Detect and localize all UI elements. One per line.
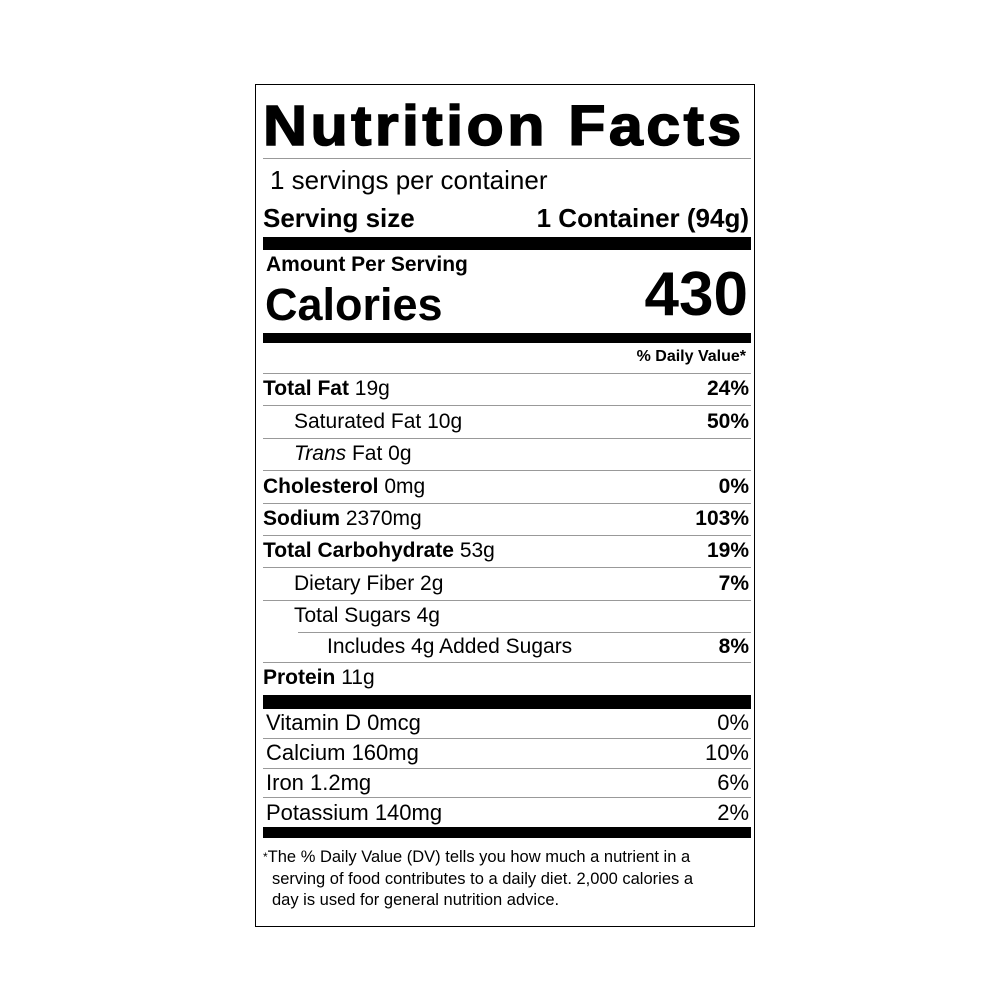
nutrition-facts-label: Nutrition Facts 1 servings per container…: [255, 84, 755, 927]
divider: [263, 567, 751, 568]
nutrients-8-name: Includes 4g Added Sugars: [327, 635, 573, 658]
nutrients-1-dv: 50%: [706, 410, 749, 433]
vitamins-3-name: Potassium 140mg: [266, 800, 443, 825]
divider: [263, 738, 751, 739]
nutrients-4-amount: 2370mg: [345, 507, 422, 530]
nutrients-6-dv: 7%: [718, 572, 749, 595]
vitamin-row-calcium: Calcium 160mg 10%: [266, 738, 749, 768]
nutrients-2-name-rest: Fat: [351, 442, 383, 465]
vitamins-2-dv: 6%: [717, 770, 749, 795]
vitamins-1-name: Calcium 160mg: [266, 740, 419, 765]
daily-value-header: % Daily Value*: [636, 348, 746, 365]
nutrients-0-name: Total Fat: [263, 377, 349, 400]
nutrients-5-name: Total Carbohydrate: [263, 539, 454, 562]
calories-label: Calories: [265, 279, 443, 330]
nutrients-5-dv: 19%: [706, 539, 749, 562]
nutrient-row-added-sugars: Includes 4g Added Sugars 8%: [327, 632, 749, 662]
vitamins-0-dv: 0%: [717, 710, 749, 735]
nutrients-7-amount: 4g: [416, 604, 440, 627]
divider: [263, 535, 751, 536]
footnote-star: *: [263, 850, 268, 864]
vitamins-0-name: Vitamin D 0mcg: [266, 710, 421, 735]
nutrient-row-total-fat: Total Fat 19g 24%: [263, 374, 749, 404]
nutrient-row-total-sugars: Total Sugars 4g: [294, 601, 749, 631]
divider: [263, 438, 751, 439]
divider: [263, 662, 751, 663]
nutrients-4-name: Sodium: [263, 507, 340, 530]
nutrients-1-name: Saturated Fat: [294, 410, 422, 433]
nutrients-8-dv: 8%: [718, 635, 749, 658]
nutrients-9-name: Protein: [263, 666, 336, 689]
nutrient-row-sodium: Sodium 2370mg 103%: [263, 504, 749, 534]
calories-value: 430: [644, 260, 748, 329]
medium-divider: [263, 333, 751, 343]
nutrients-3-dv: 0%: [718, 475, 749, 498]
label-title: Nutrition Facts: [262, 93, 745, 159]
nutrients-6-name: Dietary Fiber: [294, 572, 415, 595]
footnote-line3: day is used for general nutrition advice…: [272, 891, 560, 909]
vitamin-row-iron: Iron 1.2mg 6%: [266, 768, 749, 798]
nutrient-row-protein: Protein 11g: [263, 663, 749, 693]
nutrients-3-name: Cholesterol: [263, 475, 379, 498]
divider: [263, 797, 751, 798]
nutrients-2-name: Trans: [294, 442, 347, 465]
nutrients-6-amount: 2g: [420, 572, 444, 595]
nutrient-row-dietary-fiber: Dietary Fiber 2g 7%: [294, 569, 749, 599]
divider: [263, 405, 751, 406]
vitamin-row-potassium: Potassium 140mg 2%: [266, 798, 749, 828]
divider: [263, 768, 751, 769]
nutrient-row-saturated-fat: Saturated Fat 10g 50%: [294, 407, 749, 437]
thick-divider: [263, 695, 751, 709]
nutrients-0-amount: 19g: [354, 377, 390, 400]
thick-divider: [263, 827, 751, 838]
vitamins-2-name: Iron 1.2mg: [266, 770, 372, 795]
nutrients-4-dv: 103%: [695, 507, 749, 530]
nutrient-row-total-carbohydrate: Total Carbohydrate 53g 19%: [263, 536, 749, 566]
footnote-line1: The % Daily Value (DV) tells you how muc…: [267, 848, 691, 866]
nutrients-1-amount: 10g: [427, 410, 463, 433]
nutrients-0-dv: 24%: [706, 377, 749, 400]
serving-size-label: Serving size: [263, 202, 415, 233]
footnote: *The % Daily Value (DV) tells you how mu…: [263, 847, 734, 912]
servings-per-container: 1 servings per container: [270, 165, 548, 195]
vitamins-1-dv: 10%: [704, 740, 749, 765]
serving-size-value: 1 Container (94g): [536, 202, 749, 233]
nutrients-2-amount: 0g: [388, 442, 412, 465]
thick-divider: [263, 237, 751, 250]
nutrients-7-name: Total Sugars: [294, 604, 411, 627]
divider: [298, 632, 751, 633]
divider: [263, 600, 751, 601]
nutrients-3-amount: 0mg: [384, 475, 426, 498]
serving-size-row: Serving size 1 Container (94g): [263, 202, 749, 234]
divider: [263, 373, 751, 374]
nutrients-9-amount: 11g: [341, 666, 375, 689]
nutrient-row-cholesterol: Cholesterol 0mg 0%: [263, 472, 749, 502]
divider: [263, 503, 751, 504]
nutrients-5-amount: 53g: [459, 539, 495, 562]
nutrient-row-trans-fat: Trans Fat 0g: [294, 439, 749, 469]
vitamin-row-vitamin-d: Vitamin D 0mcg 0%: [266, 708, 749, 738]
footnote-line2: serving of food contributes to a daily d…: [272, 869, 693, 888]
amount-per-serving: Amount Per Serving: [266, 253, 468, 276]
vitamins-3-dv: 2%: [717, 800, 749, 825]
divider: [263, 470, 751, 471]
divider: [263, 158, 751, 159]
